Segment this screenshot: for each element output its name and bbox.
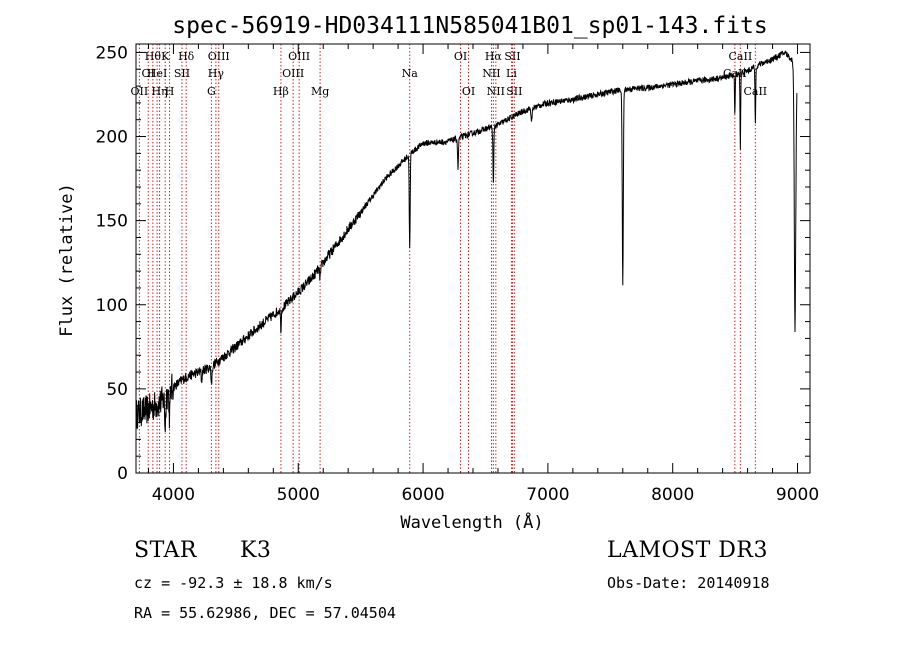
obs-date: Obs-Date: 20140918 — [607, 574, 770, 592]
spectral-line-label-13: OIII — [282, 67, 304, 80]
spectral-line-label-24: SII — [506, 85, 522, 98]
redshift-info: cz = -92.3 ± 18.8 km/s — [134, 574, 333, 592]
spectral-line-label-4: Hη — [151, 85, 167, 98]
spectral-line-label-12: Hβ — [273, 85, 289, 98]
spectral-line-label-15: Mg — [311, 85, 329, 98]
x-tick-label: 9000 — [776, 485, 819, 505]
y-tick-label: 0 — [117, 464, 128, 484]
spectral-line-label-23: SII — [504, 50, 520, 63]
spectral-line-label-2: Hθ — [145, 50, 162, 63]
x-tick-label: 7000 — [526, 485, 569, 505]
x-axis-label: Wavelength (Å) — [400, 511, 543, 533]
spectral-line-label-22: Li — [506, 67, 517, 80]
x-tick-label: 4000 — [152, 485, 195, 505]
spectral-line-label-14: OIII — [288, 50, 310, 63]
spectral-line-label-21: NII — [487, 85, 505, 98]
spectral-line-label-1: OI — [142, 67, 155, 80]
object-class: STAR — [134, 538, 197, 563]
x-tick-label: 6000 — [401, 485, 444, 505]
spectral-line-label-16: Na — [402, 67, 419, 80]
object-subclass: K3 — [240, 538, 272, 563]
axis-ticks: 4000 5000 6000 7000 8000 9000 0 50 100 150 200 250 — [96, 43, 820, 505]
y-tick-label: 150 — [96, 212, 128, 232]
y-tick-label: 100 — [96, 296, 128, 316]
y-tick-label: 250 — [96, 43, 128, 63]
y-tick-label: 50 — [106, 380, 128, 400]
spectral-line-label-10: Hγ — [208, 67, 225, 80]
spectral-line-label-9: G — [207, 85, 216, 98]
coordinates: RA = 55.62986, DEC = 57.04504 — [134, 604, 396, 622]
plot-frame — [135, 43, 811, 474]
spectrum-line — [135, 50, 798, 433]
y-tick-label: 200 — [96, 128, 128, 148]
spectral-line-label-18: OI — [462, 85, 475, 98]
x-tick-label: 8000 — [651, 485, 694, 505]
spectral-line-label-20: Hα — [485, 50, 503, 63]
survey-name: LAMOST DR3 — [607, 538, 768, 563]
spectral-line-markers — [138, 44, 756, 473]
spectral-line-label-6: H — [165, 85, 175, 98]
spectral-line-label-19: NII — [482, 67, 500, 80]
spectral-line-label-7: SII — [174, 67, 190, 80]
spectral-line-label-17: OI — [454, 50, 467, 63]
spectral-line-label-0: OII — [131, 85, 149, 98]
spectral-line-label-11: OIII — [208, 50, 230, 63]
chart-title: spec-56919-HD034111N585041B01_sp01-143.f… — [172, 13, 767, 39]
spectral-line-label-3: HeI — [147, 67, 167, 80]
spectral-line-label-26: CaII — [729, 50, 753, 63]
spectral-line-label-5: K — [161, 50, 170, 63]
spectral-line-label-8: Hδ — [178, 50, 195, 63]
spectral-line-labels: OII OI Hθ HeI Hη K H SII Hδ G Hγ OIII Hβ OIII OIII Mg Na… — [131, 50, 768, 98]
x-tick-label: 5000 — [277, 485, 320, 505]
y-axis-label: Flux (relative) — [57, 183, 77, 337]
